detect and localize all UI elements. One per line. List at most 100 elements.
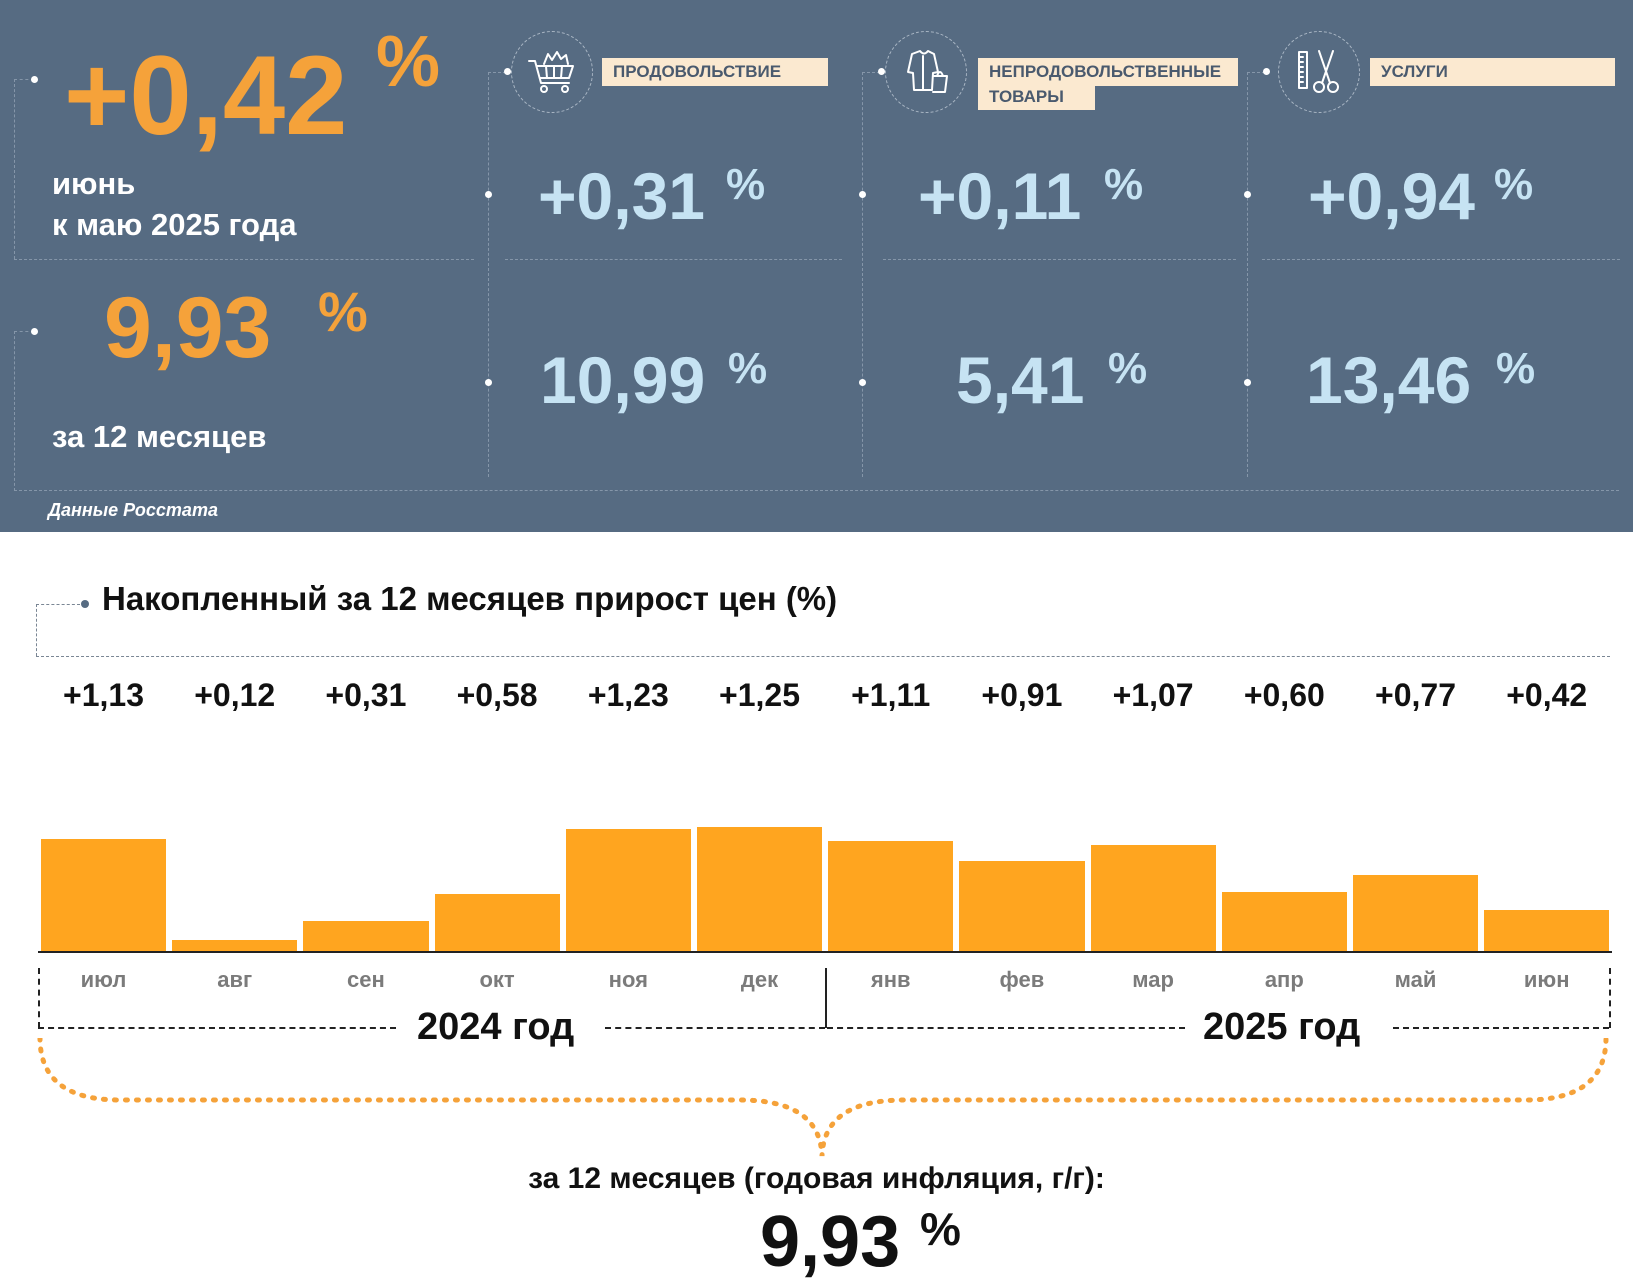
month-label: сен: [347, 967, 385, 992]
chart-title: Накопленный за 12 месяцев прирост цен (%…: [102, 580, 838, 617]
nonfood-monthly-percent: %: [1104, 160, 1144, 209]
bar-value-label: +0,31: [325, 677, 407, 713]
category-icon-nonfood: [885, 31, 967, 113]
bar-май: [1353, 875, 1479, 952]
services-annual-percent: %: [1496, 344, 1536, 393]
monthly-inflation-percent: %: [376, 22, 441, 102]
month-label: апр: [1264, 967, 1304, 992]
monthly-label-line1: июнь: [52, 166, 136, 201]
bullet-dot: [1244, 379, 1251, 386]
bar-июл: [41, 839, 167, 952]
bullet-dot: [878, 68, 885, 75]
nonfood-annual-value: 5,41: [956, 343, 1085, 417]
bracket-left: [38, 968, 40, 1028]
divider: [14, 490, 1619, 491]
shopping-cart-icon: [528, 51, 574, 93]
month-label: июн: [1523, 967, 1570, 992]
divider: [1247, 72, 1248, 477]
month-label: окт: [479, 967, 515, 992]
bullet-dot: [31, 328, 38, 335]
divider: [14, 259, 474, 260]
divider: [862, 72, 880, 73]
bar-сен: [303, 921, 429, 952]
category-tag-food: ПРОДОВОЛЬСТВИЕ: [602, 58, 828, 86]
divider: [883, 259, 1236, 260]
divider: [488, 72, 489, 477]
divider: [505, 259, 842, 260]
title-underline: [36, 656, 1610, 657]
bar-value-label: +1,07: [1112, 677, 1194, 713]
bar-value-label: +0,12: [194, 677, 276, 713]
divider: [488, 72, 506, 73]
bar-фев: [959, 861, 1085, 952]
bar-value-label: +1,11: [851, 677, 931, 713]
bullet-dot: [485, 379, 492, 386]
divider: [1262, 259, 1620, 260]
bullet-dot: [31, 76, 38, 83]
scissors-comb-icon: [1298, 50, 1339, 93]
annual-label: за 12 месяцев: [52, 419, 267, 454]
bar-value-label: +1,13: [63, 677, 144, 713]
data-source: Данные Росстата: [48, 500, 218, 520]
month-label: май: [1394, 967, 1437, 992]
bar-value-label: +0,60: [1243, 677, 1325, 713]
month-label: июл: [80, 967, 127, 992]
bar-мар: [1090, 845, 1216, 952]
food-annual-value: 10,99: [540, 343, 706, 417]
bar-ноя: [565, 829, 691, 952]
divider: [862, 72, 863, 477]
title-connector: [36, 604, 37, 656]
divider: [14, 331, 15, 491]
month-label: авг: [217, 967, 253, 992]
annual-inflation-total-percent: %: [920, 1203, 961, 1255]
year-line: [38, 1027, 396, 1029]
divider: [1247, 72, 1265, 73]
services-monthly-value: +0,94: [1308, 159, 1475, 233]
bullet-dot: [859, 379, 866, 386]
bar-value-label: +0,42: [1506, 677, 1588, 713]
divider: [14, 331, 34, 332]
bar-value-label: +0,77: [1375, 677, 1456, 713]
bar-value-label: +0,58: [456, 677, 538, 713]
nonfood-annual-percent: %: [1108, 344, 1148, 393]
category-tag-services: УСЛУГИ: [1370, 58, 1615, 86]
bar-авг: [172, 940, 298, 952]
nonfood-monthly-value: +0,11: [918, 159, 1082, 233]
month-label: янв: [870, 967, 911, 992]
year-line: [605, 1027, 825, 1029]
bar-окт: [434, 894, 560, 952]
summary-panel: +0,42 % июнь к маю 2025 года 9,93 % за 1…: [0, 0, 1633, 532]
monthly-label-line2: к маю 2025 года: [52, 207, 297, 242]
annual-inflation-value: 9,93: [104, 280, 272, 376]
year-label-2025: 2025 год: [1203, 1006, 1361, 1048]
bullet-dot: [1263, 68, 1270, 75]
bullet-dot: [1244, 191, 1251, 198]
annual-brace: [37, 1038, 1609, 1157]
month-label: фев: [999, 967, 1045, 992]
month-label: ноя: [608, 967, 648, 992]
year-line: [827, 1027, 1185, 1029]
food-monthly-value: +0,31: [538, 159, 705, 233]
title-bullet-dot: [81, 600, 89, 608]
month-label: мар: [1132, 967, 1174, 992]
services-annual-value: 13,46: [1306, 343, 1472, 417]
bar-янв: [828, 841, 954, 952]
x-axis-baseline: [38, 951, 1612, 953]
bar-value-label: +1,25: [719, 677, 800, 713]
bullet-dot: [859, 191, 866, 198]
year-separator: [825, 968, 827, 1028]
category-tag-nonfood: НЕПРОДОВОЛЬСТВЕННЫЕ: [978, 58, 1238, 86]
year-line: [1393, 1027, 1609, 1029]
category-tag-nonfood-line2: ТОВАРЫ: [978, 83, 1095, 110]
divider: [14, 79, 34, 80]
bar-value-label: +1,23: [587, 677, 669, 713]
annual-caption: за 12 месяцев (годовая инфляция, г/г):: [528, 1162, 1105, 1195]
category-icon-food: [511, 31, 593, 113]
month-label: дек: [740, 967, 779, 992]
food-monthly-percent: %: [726, 160, 766, 209]
bar-value-label: +0,91: [981, 677, 1063, 713]
clothing-icon: [907, 50, 948, 93]
title-connector: [36, 604, 80, 605]
services-monthly-percent: %: [1494, 160, 1534, 209]
category-icon-services: [1278, 31, 1360, 113]
